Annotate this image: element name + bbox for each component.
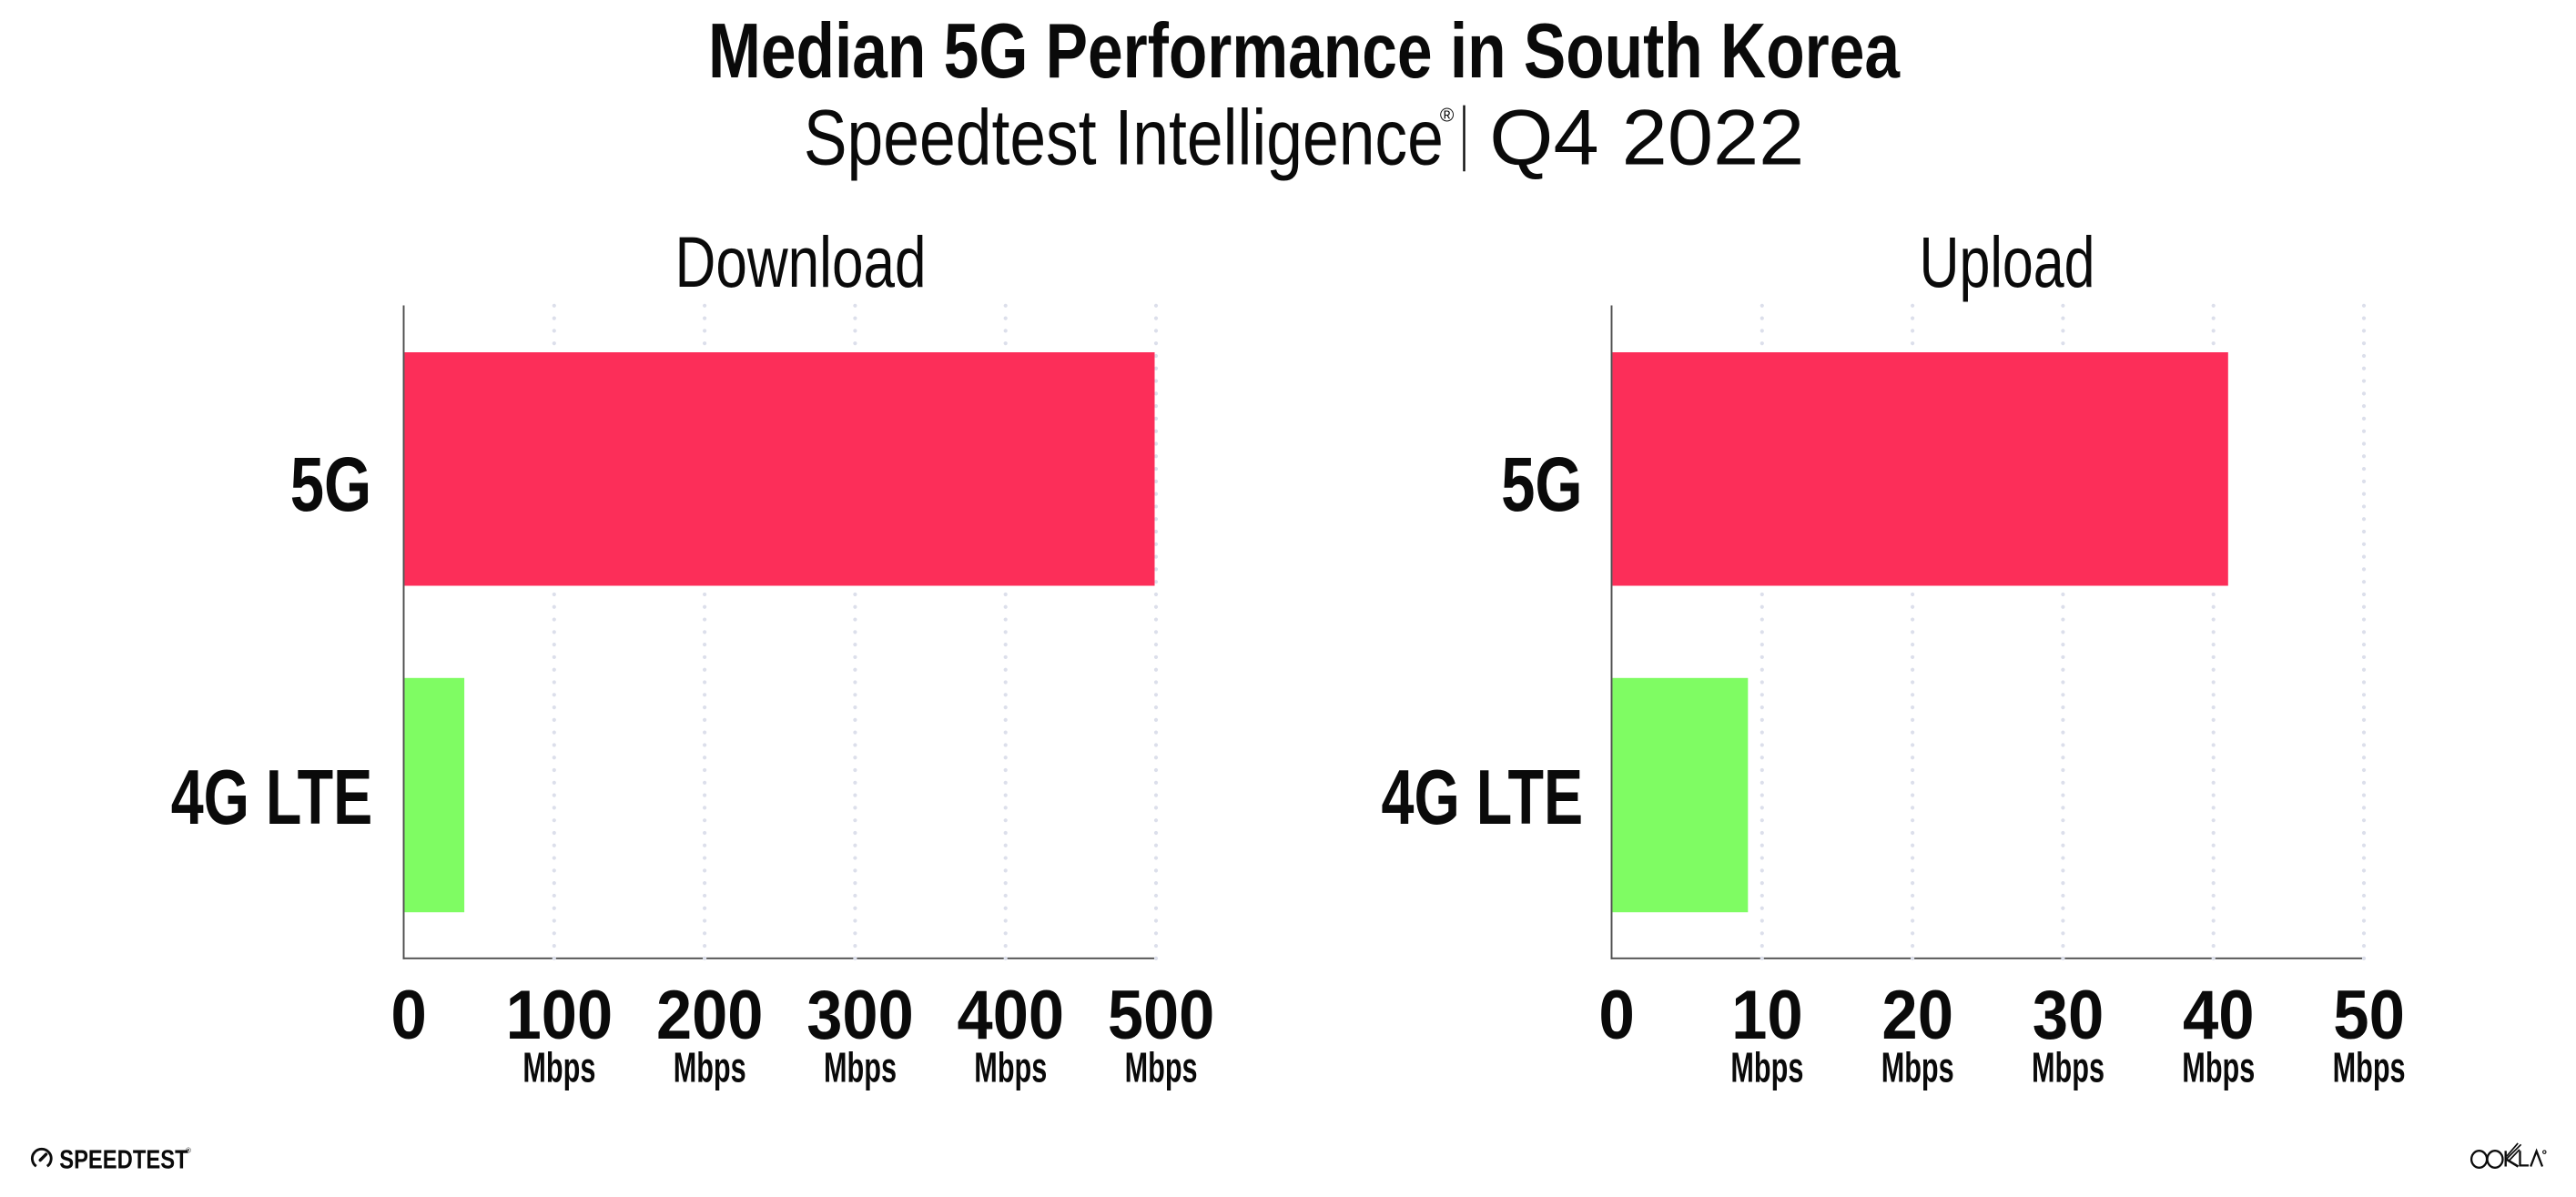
svg-text:Mbps: Mbps — [824, 1044, 897, 1091]
svg-text:5G: 5G — [1501, 441, 1583, 527]
svg-text:Mbps: Mbps — [974, 1044, 1047, 1091]
svg-text:20: 20 — [1881, 977, 1953, 1054]
svg-text:400: 400 — [958, 977, 1065, 1054]
svg-text:5G: 5G — [290, 441, 372, 527]
svg-text:Mbps: Mbps — [522, 1044, 595, 1091]
svg-text:4G LTE: 4G LTE — [171, 755, 373, 841]
svg-text:4G LTE: 4G LTE — [1382, 755, 1584, 841]
svg-text:Mbps: Mbps — [2333, 1044, 2406, 1091]
svg-text:Speedtest Intelligence: Speedtest Intelligence — [804, 95, 1444, 182]
svg-text:Mbps: Mbps — [674, 1044, 746, 1091]
svg-text:500: 500 — [1108, 977, 1215, 1054]
svg-text:200: 200 — [656, 977, 764, 1054]
svg-text:®: ® — [1440, 105, 1455, 126]
svg-text:30: 30 — [2033, 977, 2104, 1054]
svg-text:Q4 2022: Q4 2022 — [1489, 95, 1804, 182]
svg-text:Mbps: Mbps — [1881, 1044, 1954, 1091]
svg-text:0: 0 — [1598, 977, 1635, 1054]
svg-text:Mbps: Mbps — [2182, 1044, 2255, 1091]
svg-text:Mbps: Mbps — [2032, 1044, 2104, 1091]
svg-text:40: 40 — [2183, 977, 2255, 1054]
svg-text:SPEEDTEST: SPEEDTEST — [59, 1144, 188, 1173]
svg-text:Upload: Upload — [1920, 222, 2095, 302]
svg-text:Download: Download — [675, 222, 927, 302]
svg-text:100: 100 — [506, 977, 614, 1054]
svg-text:®: ® — [186, 1147, 191, 1155]
svg-text:50: 50 — [2333, 977, 2405, 1054]
svg-text:Median 5G Performance in South: Median 5G Performance in South Korea — [708, 8, 1901, 95]
svg-text:Mbps: Mbps — [1125, 1044, 1198, 1091]
svg-text:Mbps: Mbps — [1730, 1044, 1803, 1091]
svg-text:0: 0 — [390, 977, 427, 1054]
svg-text:300: 300 — [806, 977, 914, 1054]
svg-text:10: 10 — [1731, 977, 1803, 1054]
